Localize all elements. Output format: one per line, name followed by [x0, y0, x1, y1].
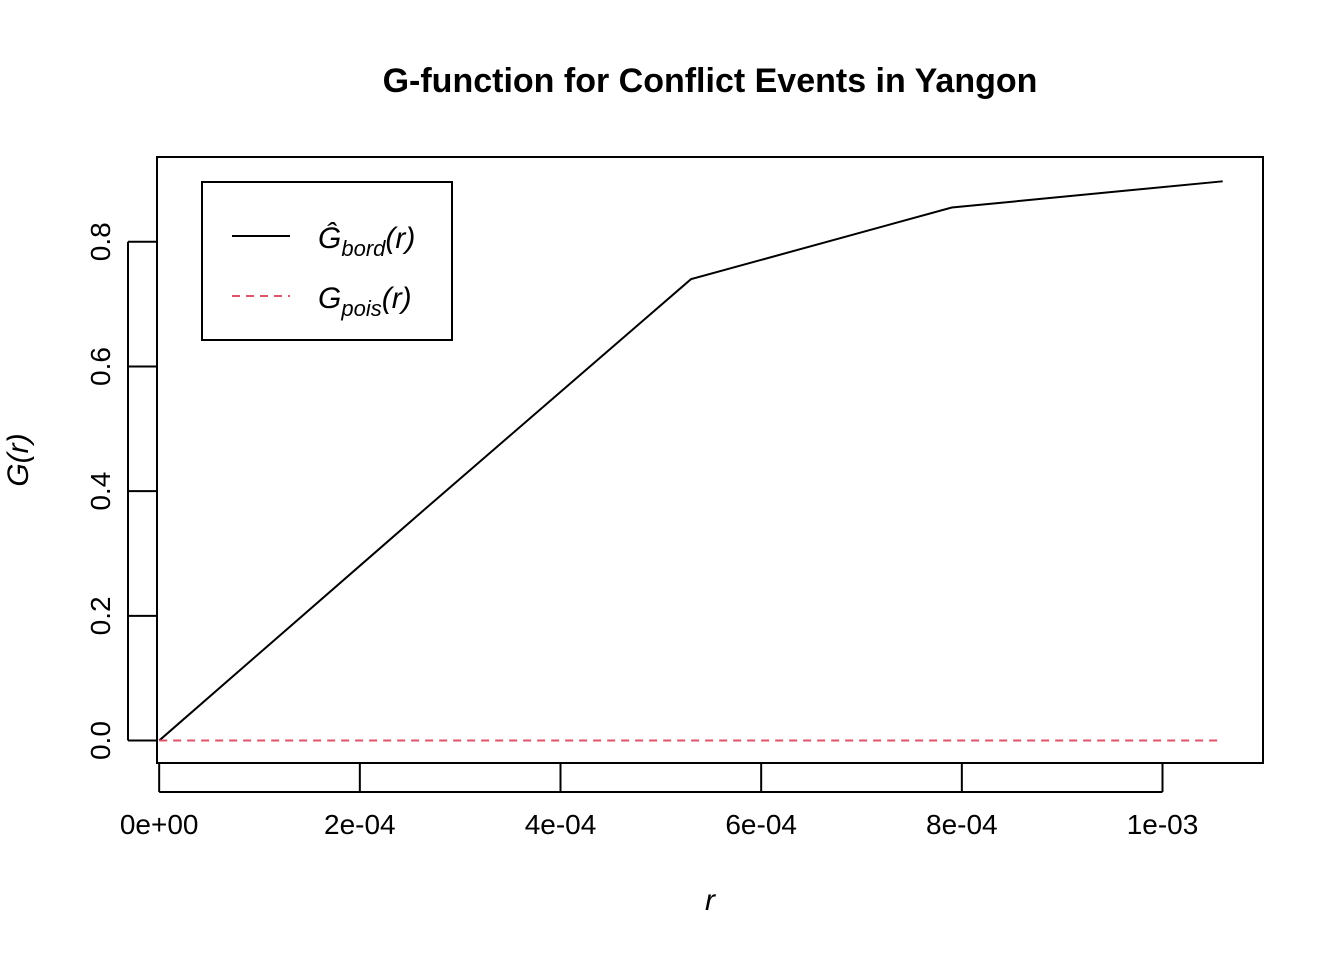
legend: Ĝbord(r) Gpois(r)	[201, 181, 453, 341]
y-tick-label: 0.0	[85, 721, 116, 760]
plot-frame	[156, 156, 1264, 764]
y-tick-label: 0.6	[85, 347, 116, 386]
legend-label-bord: Ĝbord(r)	[318, 221, 415, 261]
x-tick-label: 0e+00	[120, 809, 199, 840]
y-axis-label: G(r)	[2, 433, 35, 486]
series-layer	[158, 180, 1223, 742]
y-tick-label: 0.2	[85, 596, 116, 635]
x-tick-label: 4e-04	[525, 809, 597, 840]
x-tick-label: 1e-03	[1127, 809, 1199, 840]
x-tick-label: 8e-04	[926, 809, 998, 840]
x-tick-label: 6e-04	[725, 809, 797, 840]
y-axis: 0.0 0.2 0.4 0.6 0.8	[85, 222, 157, 760]
x-tick-label: 2e-04	[324, 809, 396, 840]
series-line-bord	[158, 180, 1223, 742]
chart-title: G-function for Conflict Events in Yangon	[383, 62, 1038, 100]
y-tick-label: 0.8	[85, 222, 116, 261]
x-axis: 0e+00 2e-04 4e-04 6e-04 8e-04 1e-03	[120, 763, 1198, 840]
x-axis-label: r	[705, 884, 716, 917]
y-tick-label: 0.4	[85, 472, 116, 511]
legend-label-pois: Gpois(r)	[318, 282, 412, 321]
legend-box	[201, 181, 453, 341]
